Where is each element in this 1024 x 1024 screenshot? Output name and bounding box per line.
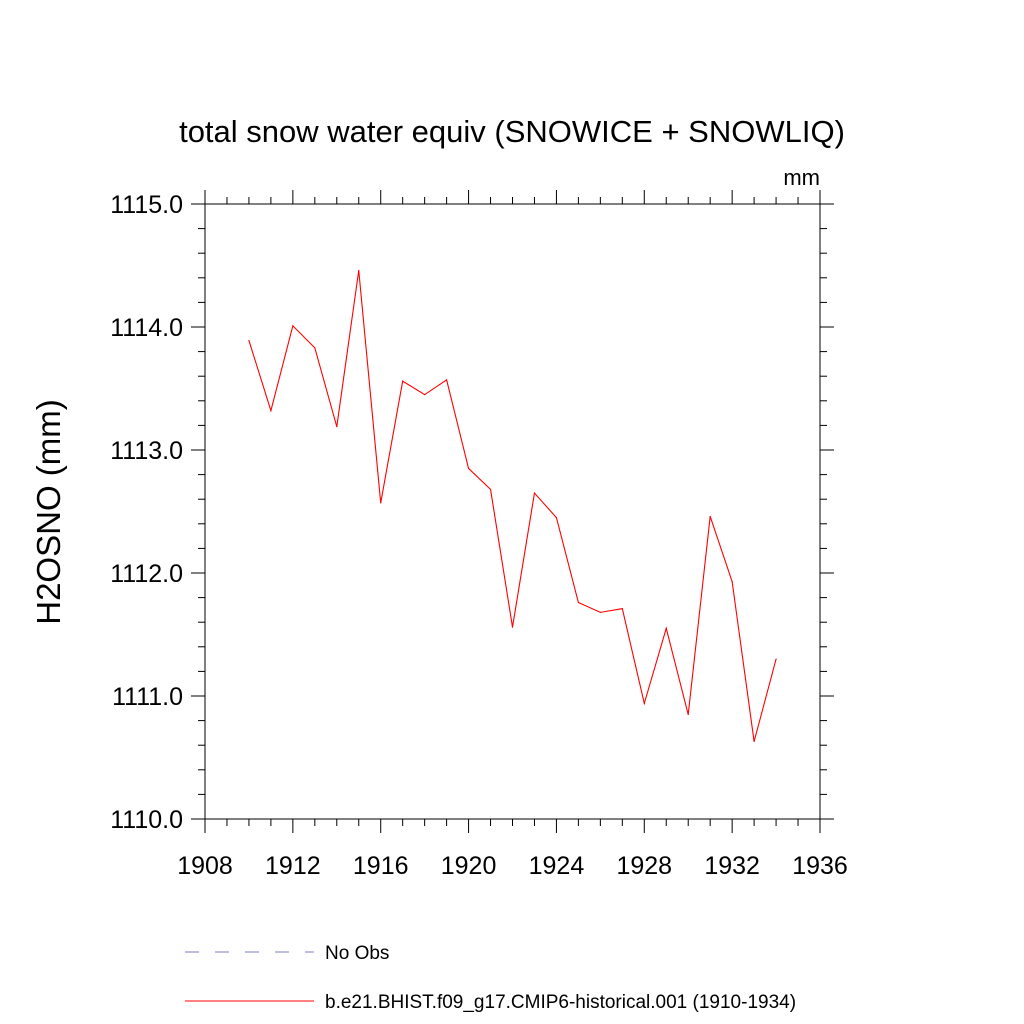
axes: 1908 1912 1916 1920 1924 1928 1932 1936 1110.0 11… <box>110 190 848 880</box>
legend: No Obs b.e21.BHIST.f09_g17.CMIP6-histori… <box>185 943 796 1013</box>
data-point <box>358 269 360 272</box>
x-tick-label: 1924 <box>529 852 585 880</box>
x-tick-label: 1908 <box>177 852 233 880</box>
data-point <box>248 339 250 342</box>
y-tick-label: 1112.0 <box>110 560 183 588</box>
data-point <box>599 611 601 613</box>
y-tick-label: 1110.0 <box>110 806 183 834</box>
legend-label-no-obs: No Obs <box>325 943 389 964</box>
series-lines <box>248 269 777 743</box>
plot-frame <box>204 203 821 820</box>
data-point <box>753 740 755 743</box>
chart-title: total snow water equiv (SNOWICE + SNOWLI… <box>179 114 845 149</box>
data-point <box>380 502 382 504</box>
data-point <box>775 658 777 660</box>
data-point <box>314 347 316 349</box>
units-label: mm <box>783 165 820 190</box>
data-point <box>446 379 448 381</box>
data-point <box>467 467 470 470</box>
data-point <box>270 410 272 412</box>
data-point <box>731 581 733 583</box>
data-point <box>577 601 579 604</box>
x-tick-label: 1920 <box>441 852 497 880</box>
y-tick-label: 1111.0 <box>112 683 183 711</box>
x-tick-label: 1932 <box>704 852 760 880</box>
data-point <box>511 626 514 628</box>
x-tick-label: 1916 <box>353 852 409 880</box>
legend-label-model-run: b.e21.BHIST.f09_g17.CMIP6-historical.001… <box>325 992 796 1013</box>
data-point <box>424 394 426 396</box>
y-tick-label: 1114.0 <box>110 314 183 342</box>
data-point <box>336 426 338 428</box>
data-point <box>621 608 623 610</box>
data-point <box>555 517 558 519</box>
series-line-1 <box>248 270 777 742</box>
data-point <box>489 488 492 490</box>
x-tick-label: 1912 <box>265 852 321 880</box>
y-tick-label: 1115.0 <box>110 191 183 219</box>
data-point <box>292 325 294 327</box>
data-point <box>643 702 645 704</box>
y-tick-label: 1113.0 <box>110 437 183 465</box>
data-point <box>687 713 689 716</box>
y-axis-label: H2OSNO (mm) <box>30 399 67 625</box>
data-point <box>533 492 536 494</box>
data-point <box>402 380 404 382</box>
x-tick-label: 1936 <box>792 852 848 880</box>
data-point <box>665 627 667 629</box>
data-point <box>709 515 711 518</box>
x-tick-label: 1928 <box>616 852 672 880</box>
